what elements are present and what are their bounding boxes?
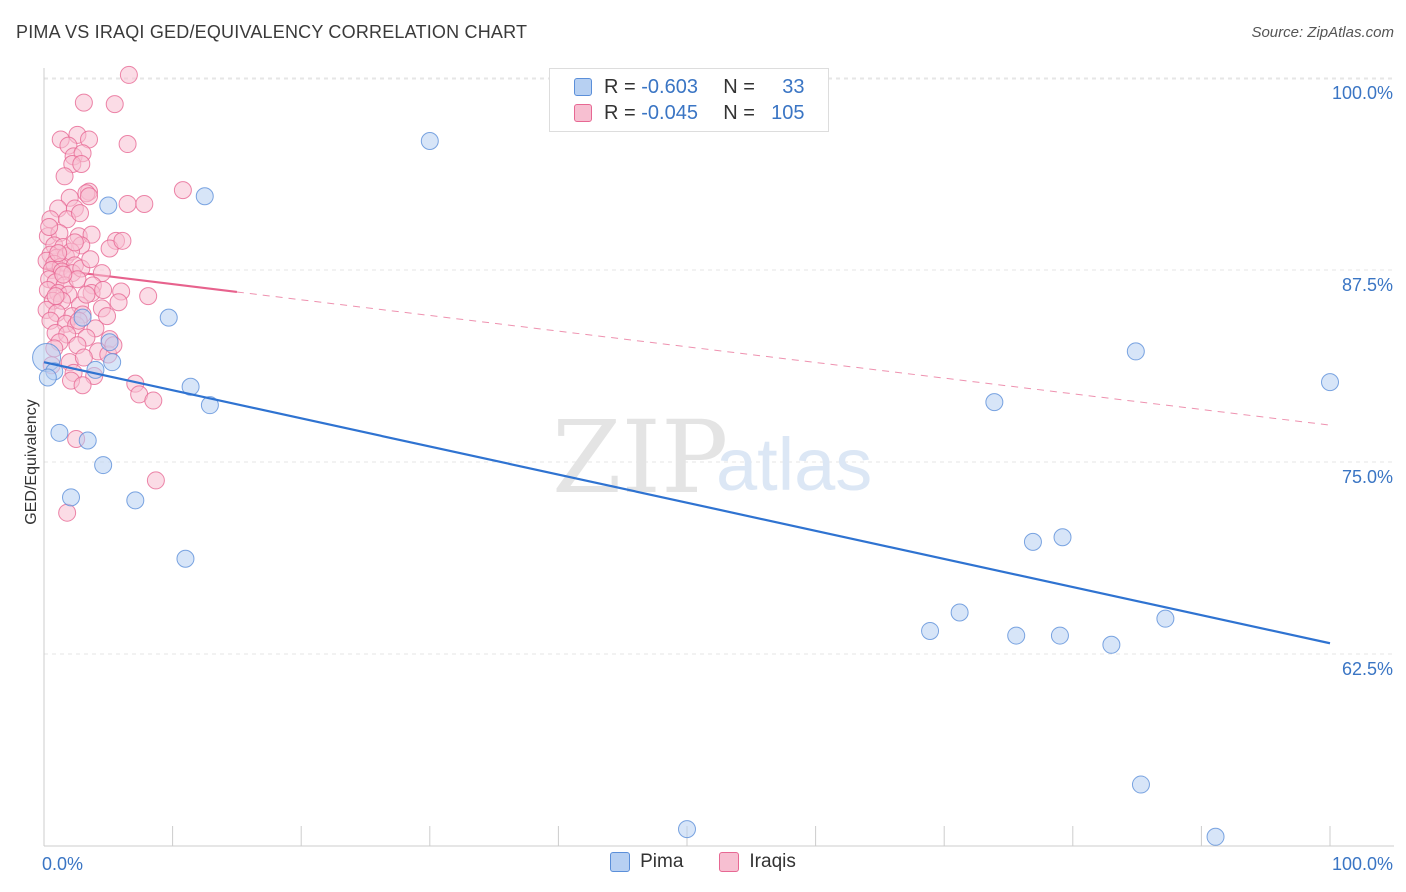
pima-point-28 — [1131, 775, 1150, 794]
iraqis-point-87 — [146, 471, 165, 490]
chart-title: PIMA VS IRAQI GED/EQUIVALENCY CORRELATIO… — [16, 22, 528, 42]
n-label: N = — [723, 101, 755, 124]
x-tick-labels: 0.0% 100.0% — [42, 854, 1393, 874]
iraqis-point-7 — [118, 135, 137, 154]
correlation-legend: R = -0.603 N = 33 R = -0.045 N = 105 — [549, 68, 829, 132]
iraqis-point-93 — [40, 217, 59, 236]
pima-point-13 — [200, 396, 219, 415]
watermark: ZIP atlas — [552, 399, 872, 516]
iraqis-point-58 — [139, 287, 158, 306]
iraqis-point-85 — [144, 391, 163, 410]
pima-point-11 — [159, 308, 178, 327]
pima-point-14 — [176, 549, 195, 568]
y-tick-label-0: 100.0% — [1332, 83, 1393, 103]
pima-point-4 — [62, 488, 81, 507]
chart-source: Source: ZipAtlas.com — [1251, 24, 1394, 41]
x-tick-label-1: 100.0% — [1332, 854, 1393, 874]
iraqis-point-88 — [58, 503, 77, 522]
y-tick-label-1: 87.5% — [1342, 275, 1393, 295]
pima-point-26 — [1102, 635, 1121, 654]
iraqis-point-96 — [81, 250, 100, 269]
pima-point-2 — [50, 423, 69, 442]
watermark-atlas: atlas — [716, 423, 872, 506]
legend-swatch-pima — [610, 852, 631, 872]
iraqis-point-102 — [46, 287, 65, 306]
pima-point-22 — [1007, 626, 1026, 645]
legend-swatch-iraqis — [719, 852, 740, 872]
iraqis-point-94 — [65, 233, 84, 252]
watermark-zip: ZIP — [552, 399, 728, 516]
swatch-pima — [574, 78, 592, 96]
iraqis-point-91 — [98, 307, 117, 326]
pima-point-27 — [1126, 342, 1145, 361]
pima-trend-line — [43, 361, 1331, 645]
pima-point-9 — [94, 456, 113, 475]
iraqis-point-77 — [74, 348, 93, 367]
y-tick-label-3: 62.5% — [1342, 659, 1393, 679]
iraqis-point-99 — [77, 285, 96, 304]
pima-point-7 — [100, 333, 119, 352]
r-value-pima: -0.603 — [641, 75, 698, 98]
n-label: N = — [723, 75, 755, 98]
pima-point-21 — [985, 393, 1004, 412]
pima-point-29 — [1156, 609, 1175, 628]
iraqis-point-92 — [113, 231, 132, 250]
pima-point-25 — [1053, 528, 1072, 547]
y-tick-label-2: 75.0% — [1342, 467, 1393, 487]
pima-point-30 — [1206, 827, 1225, 846]
iraqis-point-101 — [54, 265, 73, 284]
pima-point-32 — [38, 368, 57, 387]
series-legend: Pima Iraqis — [0, 851, 1406, 873]
grid-lines — [44, 77, 1394, 655]
pima-point-17 — [420, 131, 439, 150]
iraqis-point-90 — [55, 167, 74, 186]
legend-row-pima: R = -0.603 N = 33 — [574, 75, 805, 99]
iraqis-point-11 — [72, 155, 91, 174]
iraqis-point-14 — [173, 181, 192, 200]
iraqis-point-18 — [118, 194, 137, 213]
legend-label-pima: Pima — [640, 851, 684, 872]
iraqis-point-100 — [94, 280, 113, 299]
iraqis-point-22 — [71, 204, 90, 223]
pima-point-23 — [1023, 532, 1042, 551]
iraqis-point-1 — [74, 93, 93, 112]
pima-point-20 — [950, 603, 969, 622]
n-value-pima: 33 — [782, 75, 805, 98]
pima-point-19 — [921, 621, 940, 640]
x-tick-label-0: 0.0% — [42, 854, 83, 874]
iraqis-point-83 — [73, 376, 92, 395]
pima-point-3 — [78, 431, 97, 450]
iraqis-point-19 — [135, 194, 154, 213]
iraqis-point-0 — [119, 65, 138, 84]
y-axis-label: GED/Equivalency — [23, 399, 40, 524]
pima-point-24 — [1050, 626, 1069, 645]
pima-point-8 — [73, 308, 92, 327]
points-iraqis — [37, 65, 192, 522]
legend-item-pima[interactable]: Pima — [610, 851, 683, 873]
iraqis-point-89 — [80, 187, 99, 206]
iraqis-trend-line-dashed — [236, 291, 1331, 426]
trend-line-pima — [43, 361, 1331, 645]
iraqis-point-97 — [109, 293, 128, 312]
pima-point-15 — [195, 187, 214, 206]
r-label: R = — [604, 101, 636, 124]
pima-point-18 — [678, 820, 696, 839]
legend-row-iraqis: R = -0.045 N = 105 — [574, 101, 805, 125]
pima-point-31 — [1321, 373, 1339, 392]
points-pima — [32, 131, 1339, 846]
n-value-iraqis: 105 — [771, 101, 805, 124]
r-value-iraqis: -0.045 — [641, 101, 698, 124]
legend-label-iraqis: Iraqis — [749, 851, 796, 872]
pima-point-16 — [99, 196, 118, 215]
y-tick-labels: 100.0% 87.5% 75.0% 62.5% — [1332, 83, 1393, 679]
r-label: R = — [604, 75, 636, 98]
pima-point-6 — [103, 353, 122, 372]
pima-point-10 — [126, 491, 145, 510]
iraqis-point-95 — [49, 244, 68, 263]
iraqis-point-2 — [105, 95, 124, 114]
legend-item-iraqis[interactable]: Iraqis — [719, 851, 796, 873]
swatch-iraqis — [574, 104, 592, 122]
